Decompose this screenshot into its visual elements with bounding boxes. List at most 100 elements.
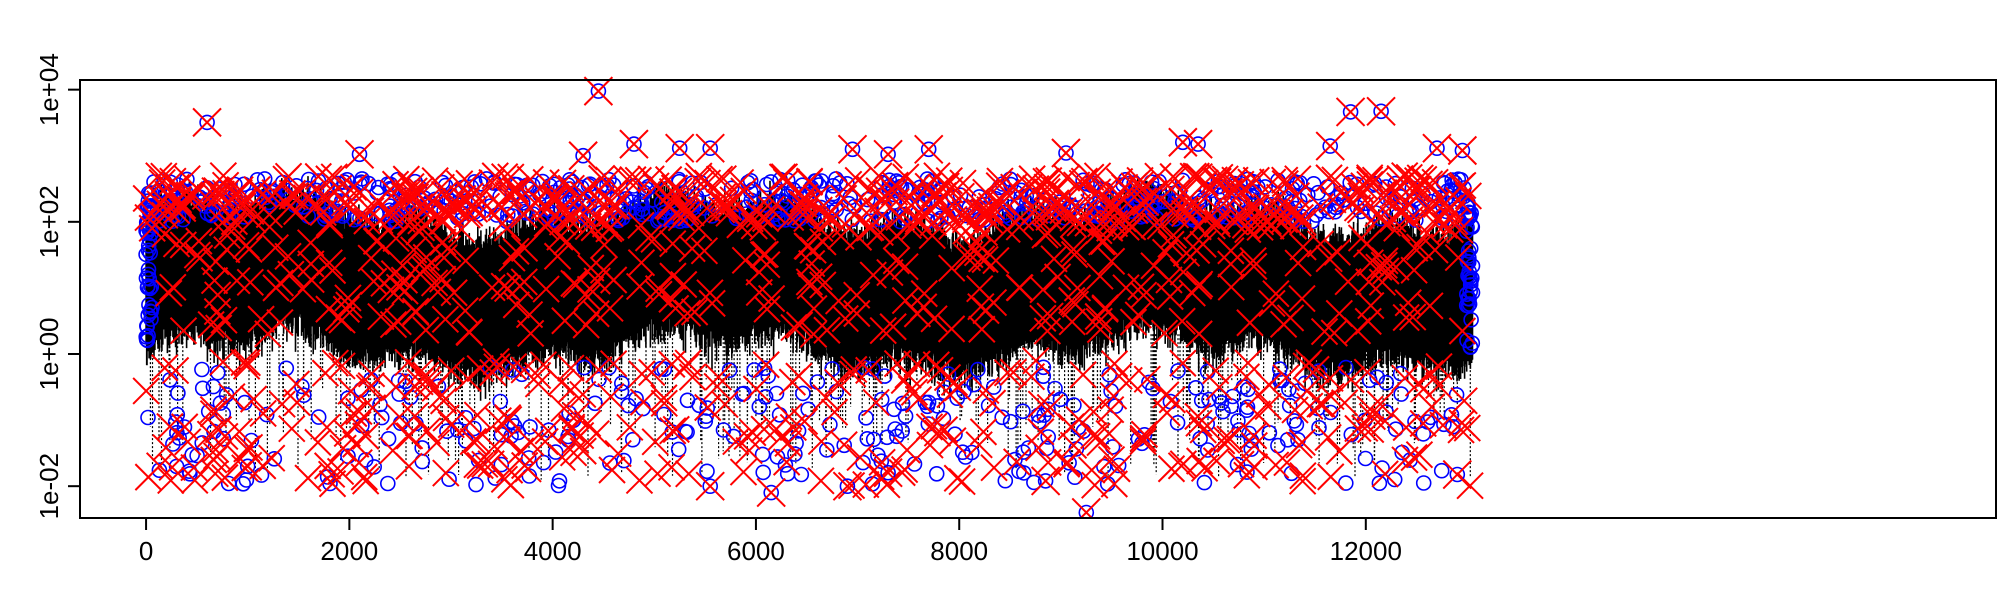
- blue-circle-point: [1388, 421, 1404, 438]
- blue-circle-point: [1357, 450, 1374, 467]
- highlight-circle: [1373, 103, 1389, 120]
- red-cross-point: [1099, 203, 1127, 232]
- blue-circle-point: [1448, 386, 1465, 403]
- highlighted-points: [192, 76, 1478, 518]
- blue-circle-point: [258, 406, 275, 423]
- red-cross-point: [249, 399, 277, 428]
- blue-circle-point: [1462, 208, 1478, 225]
- red-cross-point: [1097, 445, 1126, 474]
- red-cross-point: [547, 368, 576, 396]
- red-cross-point: [1239, 422, 1268, 450]
- red-cross-point: [711, 390, 739, 419]
- red-cross-point: [532, 168, 560, 197]
- red-cross-point: [560, 269, 588, 298]
- red-cross-point: [897, 191, 926, 220]
- red-cross-point: [583, 267, 611, 295]
- red-cross-point: [1383, 214, 1411, 242]
- red-cross-point: [729, 458, 758, 486]
- blue-circle-point: [634, 206, 651, 223]
- red-cross-point: [255, 200, 284, 229]
- red-cross-point: [809, 271, 837, 299]
- blue-circle-point: [1322, 404, 1339, 421]
- red-cross-point: [277, 260, 305, 288]
- red-cross-point: [1066, 209, 1094, 237]
- red-cross-point: [506, 272, 534, 300]
- red-cross-point: [731, 246, 760, 275]
- red-cross-point: [1317, 463, 1345, 491]
- highlight-cross: [756, 477, 786, 508]
- red-cross-point: [531, 427, 559, 456]
- red-cross-point: [979, 288, 1008, 317]
- plot-area: [132, 76, 1484, 518]
- red-cross-point: [208, 208, 237, 237]
- red-cross-point: [247, 305, 275, 333]
- red-cross-point: [181, 466, 209, 495]
- blue-circle-point: [140, 266, 156, 283]
- red-cross-point: [922, 351, 950, 379]
- blue-circle-point: [633, 196, 650, 212]
- blue-circle-point: [787, 446, 803, 462]
- highlight-circle: [1078, 504, 1095, 518]
- red-cross-point: [704, 363, 733, 391]
- red-cross-point: [776, 203, 805, 232]
- red-cross-point: [364, 187, 392, 215]
- blue-circle-point: [140, 237, 157, 254]
- blue-circle-point: [1338, 475, 1354, 491]
- red-cross-point: [1306, 230, 1335, 258]
- red-cross-point: [1272, 363, 1300, 392]
- red-cross-point: [1022, 347, 1050, 375]
- blue-circle-point: [699, 463, 715, 480]
- blue-circle-point: [193, 194, 209, 210]
- red-cross-point: [800, 294, 828, 323]
- red-cross-point: [501, 177, 530, 205]
- red-cross-point: [1288, 284, 1316, 313]
- red-cross-point: [1203, 210, 1232, 238]
- red-cross-point: [303, 191, 331, 219]
- red-cross-point: [324, 304, 353, 332]
- blue-circle-point: [1193, 392, 1210, 409]
- blue-circle-point: [170, 385, 186, 401]
- blue-circle-point: [697, 413, 714, 429]
- red-cross-point: [201, 459, 229, 488]
- red-cross-point: [201, 435, 230, 464]
- red-cross-point: [1357, 415, 1385, 444]
- blue-circle-point: [390, 372, 407, 389]
- red-cross-point: [1399, 303, 1427, 331]
- red-cross-point: [881, 171, 909, 199]
- red-cross-point: [150, 354, 179, 382]
- red-cross-point: [572, 311, 600, 339]
- red-cross-point: [569, 180, 597, 209]
- red-cross-point: [971, 245, 999, 274]
- highlight-cross: [914, 134, 944, 165]
- blue-circle-point: [933, 210, 949, 227]
- blue-circle-point: [994, 409, 1011, 426]
- blue-circle-point: [1170, 363, 1186, 379]
- red-cross-point: [395, 422, 424, 450]
- blue-circle-point: [1436, 416, 1452, 433]
- red-cross-point: [532, 275, 560, 303]
- highlight-circle: [1429, 140, 1445, 156]
- red-cross-point: [1099, 382, 1128, 410]
- highlight-cross: [695, 471, 725, 501]
- highlight-circle: [920, 141, 937, 158]
- red-cross-point: [694, 393, 722, 422]
- red-cross-point: [1124, 301, 1152, 329]
- red-cross-point: [1240, 431, 1268, 460]
- red-cross-point: [333, 419, 361, 448]
- red-cross-point: [1172, 239, 1201, 267]
- red-cross-point: [569, 437, 597, 465]
- red-cross-point: [923, 419, 952, 447]
- red-cross-point: [134, 463, 163, 491]
- red-cross-point: [910, 279, 938, 308]
- red-cross-point: [883, 349, 912, 378]
- red-cross-point: [654, 165, 683, 194]
- red-cross-point: [173, 164, 201, 193]
- blue-circle-point: [768, 385, 785, 402]
- blue-circle-point: [887, 421, 904, 437]
- red-cross-point: [1334, 268, 1362, 296]
- blue-circle-point: [1422, 409, 1439, 426]
- red-cross-point: [883, 221, 911, 250]
- blue-circle-point: [928, 465, 945, 482]
- red-cross-point: [199, 399, 228, 428]
- blue-circle-point: [754, 446, 771, 463]
